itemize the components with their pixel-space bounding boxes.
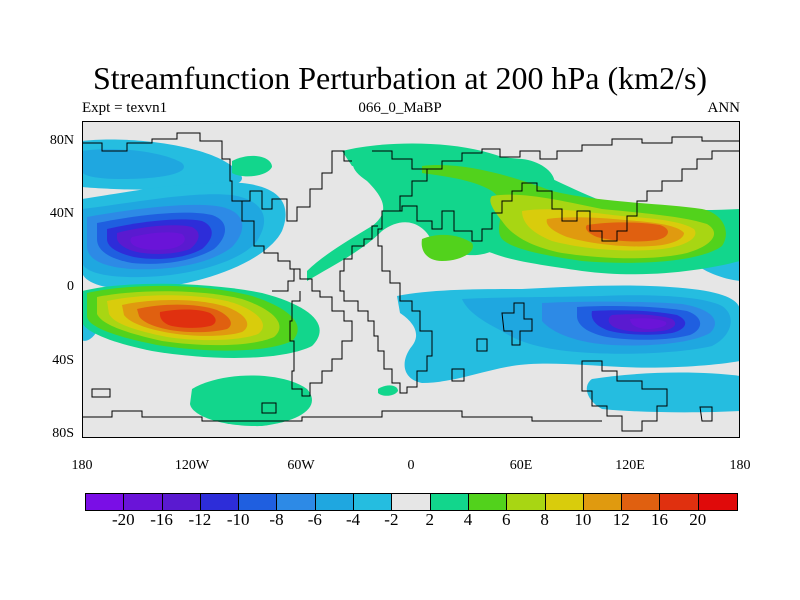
positive-anomaly-south-pacific bbox=[82, 283, 320, 358]
colorbar-swatch bbox=[698, 494, 738, 510]
lon-tick-180e: 180 bbox=[729, 458, 751, 473]
colorbar-label: 8 bbox=[540, 510, 549, 529]
colorbar-label: -6 bbox=[307, 510, 322, 529]
negative-blob-southern-ocean bbox=[586, 372, 740, 413]
lat-tick-40n: 40N bbox=[49, 206, 74, 221]
colorbar-swatch bbox=[124, 494, 163, 510]
colorbar-label: -12 bbox=[188, 510, 212, 529]
negative-anomaly-north-pacific bbox=[82, 139, 286, 290]
lat-tick-0: 0 bbox=[67, 279, 74, 294]
colorbar-label: -16 bbox=[150, 510, 173, 529]
colorbar-swatch bbox=[545, 494, 584, 510]
colorbar-label: -10 bbox=[226, 510, 250, 529]
colorbar-label: 20 bbox=[689, 510, 707, 529]
colorbar-label: -8 bbox=[269, 510, 284, 529]
colorbar-label: 12 bbox=[612, 510, 630, 529]
colorbar-swatch bbox=[430, 494, 469, 510]
positive-blob-pacific bbox=[232, 155, 272, 177]
colorbar-swatch bbox=[468, 494, 508, 510]
experiment-label: Expt = texvn1 bbox=[82, 100, 168, 116]
positive-anomaly-asia bbox=[342, 143, 740, 275]
lat-tick-40s: 40S bbox=[52, 353, 74, 368]
lon-tick-0: 0 bbox=[407, 458, 415, 473]
contour-map-svg bbox=[82, 121, 740, 438]
lon-tick-60e: 60E bbox=[509, 458, 533, 473]
colorbar-label: -20 bbox=[111, 510, 135, 529]
colorbar-swatch bbox=[200, 494, 240, 510]
colorbar bbox=[85, 493, 739, 511]
colorbar-swatch bbox=[239, 494, 278, 510]
case-label: 066_0_MaBP bbox=[358, 100, 442, 116]
colorbar-swatch bbox=[162, 494, 201, 510]
lon-tick-120e: 120E bbox=[615, 458, 645, 473]
colorbar-label: 10 bbox=[574, 510, 592, 529]
colorbar-swatch bbox=[315, 494, 355, 510]
lat-tick-80n: 80N bbox=[49, 133, 74, 148]
positive-dot-south-atlantic bbox=[378, 385, 398, 396]
colorbar-swatch bbox=[583, 494, 623, 510]
colorbar-swatch bbox=[86, 494, 125, 510]
map-frame bbox=[82, 121, 740, 438]
colorbar-swatch bbox=[660, 494, 699, 510]
positive-blob-south-pacific bbox=[190, 375, 312, 427]
colorbar-label: 4 bbox=[463, 510, 473, 529]
negative-anomaly-indo-pacific bbox=[397, 285, 740, 383]
contour-map bbox=[82, 121, 740, 438]
plot-title: Streamfunction Perturbation at 200 hPa (… bbox=[92, 60, 708, 96]
colorbar-label: -4 bbox=[346, 510, 361, 529]
lon-tick-180w: 180 bbox=[71, 458, 93, 473]
colorbar-label: 2 bbox=[425, 510, 434, 529]
season-label: ANN bbox=[707, 100, 741, 116]
lat-tick-80s: 80S bbox=[52, 426, 74, 441]
lon-tick-120w: 120W bbox=[174, 458, 210, 473]
colorbar-swatch bbox=[277, 494, 316, 510]
lon-tick-60w: 60W bbox=[287, 458, 315, 473]
colorbar-swatch bbox=[622, 494, 661, 510]
continent-outlines bbox=[82, 132, 740, 432]
colorbar-label: 16 bbox=[651, 510, 668, 529]
colorbar-swatch bbox=[392, 494, 431, 510]
colorbar-swatch bbox=[354, 494, 393, 510]
colorbar-label: -2 bbox=[384, 510, 399, 529]
colorbar-label: 6 bbox=[502, 510, 511, 529]
colorbar-swatch bbox=[507, 494, 546, 510]
